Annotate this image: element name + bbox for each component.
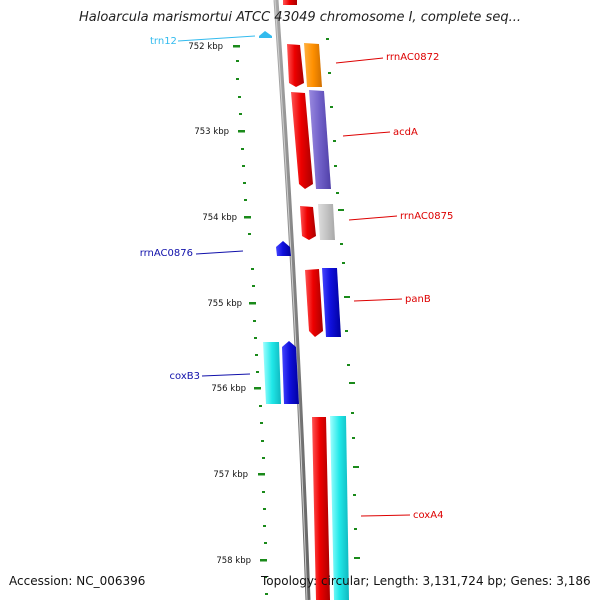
genome-summary-text: Topology: circular; Length: 3,131,724 bp… bbox=[261, 574, 591, 588]
label-rrnAC0875: rrnAC0875 bbox=[400, 211, 453, 222]
label-acdA: acdA bbox=[393, 127, 418, 138]
ruler-label: 758 kbp bbox=[216, 556, 251, 566]
trna-trn12 bbox=[259, 31, 272, 38]
accession-text: Accession: NC_006396 bbox=[9, 574, 146, 588]
ruler-label: 757 kbp bbox=[213, 470, 248, 480]
gene-purple bbox=[309, 90, 331, 189]
label-rrnAC0872: rrnAC0872 bbox=[386, 52, 439, 63]
gene-rrnAC0875 bbox=[300, 206, 316, 240]
gene-panB bbox=[305, 269, 323, 337]
label-coxA4: coxA4 bbox=[413, 510, 443, 521]
feature-tracks[interactable] bbox=[259, 0, 349, 600]
gene-gray bbox=[318, 204, 335, 240]
gene-acdA bbox=[291, 92, 313, 189]
feature-labels[interactable]: trn12 rrnAC0872 acdA rrnAC0875 rrnAC0876… bbox=[140, 36, 454, 521]
ruler-label: 754 kbp bbox=[202, 213, 237, 223]
chromosome-backbone bbox=[273, 0, 311, 600]
gene-cyan-coxB3 bbox=[263, 342, 281, 404]
label-trn12: trn12 bbox=[150, 36, 177, 47]
label-rrnAC0876: rrnAC0876 bbox=[140, 248, 193, 259]
gene-rrnAC0876 bbox=[276, 241, 291, 256]
ruler-label: 753 kbp bbox=[194, 127, 229, 137]
gene-rrnAC0872 bbox=[287, 44, 304, 87]
right-track-marks bbox=[326, 38, 360, 559]
leader-lines bbox=[177, 35, 411, 517]
map-title: Haloarcula marismortui ATCC 43049 chromo… bbox=[79, 10, 521, 25]
ruler-minor-ticks bbox=[236, 60, 268, 595]
ruler-major-ticks bbox=[233, 45, 267, 562]
ruler-labels: 752 kbp 753 kbp 754 kbp 755 kbp 756 kbp … bbox=[188, 42, 251, 566]
label-coxB3: coxB3 bbox=[170, 371, 200, 382]
gene-orange bbox=[304, 43, 322, 87]
gene-cyan-coxA4 bbox=[330, 416, 349, 600]
gene-coxB3 bbox=[282, 341, 299, 404]
gene-blue-panB bbox=[322, 268, 341, 337]
gene-top-partial bbox=[283, 0, 297, 5]
label-panB: panB bbox=[405, 294, 431, 305]
ruler-label: 752 kbp bbox=[188, 42, 223, 52]
ruler-label: 755 kbp bbox=[207, 299, 242, 309]
ruler-label: 756 kbp bbox=[211, 384, 246, 394]
gene-coxA4 bbox=[312, 417, 330, 600]
